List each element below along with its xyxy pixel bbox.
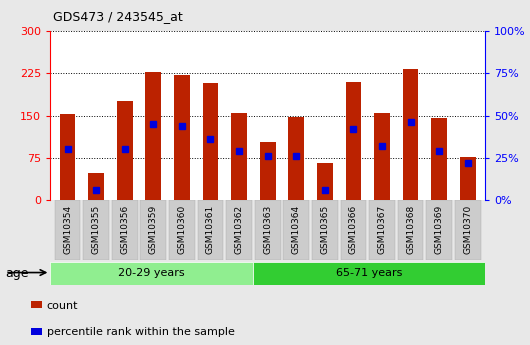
Bar xyxy=(284,200,309,260)
Bar xyxy=(253,262,485,285)
Bar xyxy=(426,200,452,260)
Bar xyxy=(60,115,75,200)
Text: 65-71 years: 65-71 years xyxy=(336,268,402,278)
Text: count: count xyxy=(47,301,78,311)
Bar xyxy=(369,200,395,260)
Bar xyxy=(374,113,390,200)
Bar xyxy=(431,118,447,200)
Text: GSM10370: GSM10370 xyxy=(463,205,472,254)
Bar xyxy=(117,101,132,200)
Bar xyxy=(169,200,195,260)
Bar xyxy=(346,82,361,200)
Text: GSM10365: GSM10365 xyxy=(320,205,329,254)
Text: GSM10355: GSM10355 xyxy=(92,205,101,254)
Text: GSM10364: GSM10364 xyxy=(292,205,301,254)
Bar xyxy=(231,113,247,200)
Text: age: age xyxy=(5,267,29,280)
Bar xyxy=(88,173,104,200)
Text: GDS473 / 243545_at: GDS473 / 243545_at xyxy=(53,10,183,22)
Text: percentile rank within the sample: percentile rank within the sample xyxy=(47,327,234,337)
Bar xyxy=(112,200,138,260)
Text: GSM10354: GSM10354 xyxy=(63,205,72,254)
Text: 20-29 years: 20-29 years xyxy=(118,268,185,278)
Bar xyxy=(460,157,475,200)
Text: GSM10363: GSM10363 xyxy=(263,205,272,254)
Text: GSM10362: GSM10362 xyxy=(235,205,244,254)
Bar xyxy=(31,301,42,308)
Bar xyxy=(174,75,190,200)
Bar xyxy=(317,164,333,200)
Bar xyxy=(398,200,423,260)
Bar xyxy=(255,200,280,260)
Bar xyxy=(140,200,166,260)
Text: GSM10367: GSM10367 xyxy=(377,205,386,254)
Bar xyxy=(50,262,253,285)
Bar xyxy=(31,328,42,335)
Bar xyxy=(312,200,338,260)
Bar xyxy=(288,117,304,200)
Bar xyxy=(83,200,109,260)
Bar xyxy=(226,200,252,260)
Text: GSM10368: GSM10368 xyxy=(406,205,415,254)
Bar xyxy=(403,69,419,200)
Bar xyxy=(455,200,481,260)
Bar xyxy=(260,142,276,200)
Text: GSM10366: GSM10366 xyxy=(349,205,358,254)
Text: GSM10360: GSM10360 xyxy=(178,205,187,254)
Bar xyxy=(198,200,223,260)
Text: GSM10361: GSM10361 xyxy=(206,205,215,254)
Text: GSM10369: GSM10369 xyxy=(435,205,444,254)
Bar xyxy=(202,83,218,200)
Bar xyxy=(341,200,366,260)
Text: GSM10356: GSM10356 xyxy=(120,205,129,254)
Text: GSM10359: GSM10359 xyxy=(149,205,158,254)
Bar xyxy=(145,72,161,200)
Bar xyxy=(55,200,81,260)
